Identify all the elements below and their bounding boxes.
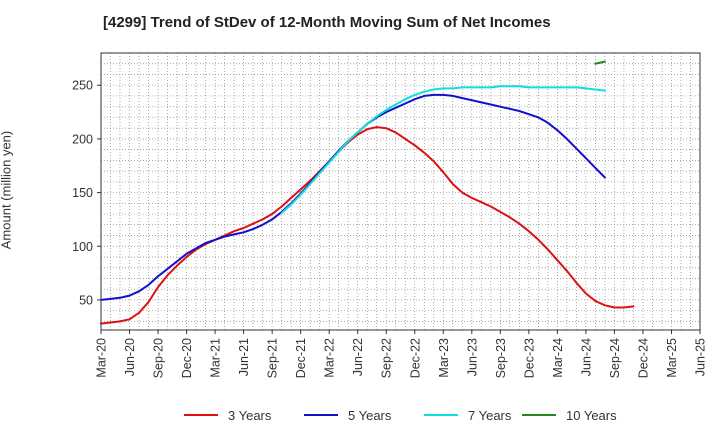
x-tick-label: Jun-23 bbox=[465, 338, 479, 376]
x-tick-label: Mar-22 bbox=[323, 338, 337, 378]
chart-title: [4299] Trend of StDev of 12-Month Moving… bbox=[103, 14, 551, 31]
y-tick-label: 50 bbox=[79, 293, 93, 307]
series-line-10-years bbox=[594, 60, 606, 65]
legend-swatch bbox=[424, 414, 458, 416]
legend-swatch bbox=[184, 414, 218, 416]
x-tick-label: Jun-21 bbox=[237, 338, 251, 376]
legend-label: 10 Years bbox=[566, 407, 617, 423]
x-tick-label: Jun-24 bbox=[579, 338, 593, 376]
plot-frame bbox=[100, 52, 701, 331]
legend-label: 7 Years bbox=[468, 407, 512, 423]
legend-item: 5 Years bbox=[304, 404, 391, 426]
x-tick-label: Dec-22 bbox=[408, 338, 422, 378]
series-lines bbox=[100, 60, 635, 325]
y-tick-label: 100 bbox=[72, 240, 93, 254]
legend-label: 5 Years bbox=[348, 407, 392, 423]
legend-swatch bbox=[304, 414, 338, 416]
x-tick-label: Sep-22 bbox=[380, 338, 394, 378]
x-tick-label: Mar-23 bbox=[437, 338, 451, 378]
x-tick-label: Mar-24 bbox=[551, 338, 565, 378]
x-tick-label: Sep-23 bbox=[494, 338, 508, 378]
x-tick-label: Dec-21 bbox=[294, 338, 308, 378]
x-tick-label: Sep-21 bbox=[266, 338, 280, 378]
x-tick-label: Jun-25 bbox=[694, 338, 708, 376]
x-tick-label: Sep-20 bbox=[152, 338, 166, 378]
legend-swatch bbox=[522, 414, 556, 416]
x-tick-label: Dec-20 bbox=[180, 338, 194, 378]
legend-item: 7 Years bbox=[424, 404, 511, 426]
series-line-3-years bbox=[100, 126, 635, 325]
series-line-7-years bbox=[280, 85, 606, 214]
y-tick-label: 150 bbox=[72, 186, 93, 200]
x-tick-label: Mar-20 bbox=[95, 338, 109, 378]
x-tick-label: Mar-21 bbox=[209, 338, 223, 378]
x-tick-label: Jun-20 bbox=[123, 338, 137, 376]
legend: 3 Years 5 Years 7 Years 10 Years bbox=[0, 404, 720, 426]
x-tick-labels: Mar-20 Jun-20 Sep-20 Dec-20 Mar-21 Jun-21 Sep-… bbox=[95, 330, 708, 378]
plot-border bbox=[100, 52, 701, 331]
legend-label: 3 Years bbox=[228, 407, 272, 423]
grid-lines bbox=[101, 53, 700, 330]
series-line-5-years bbox=[100, 93, 606, 301]
x-tick-label: Dec-24 bbox=[636, 338, 650, 378]
legend-item: 3 Years bbox=[184, 404, 271, 426]
x-tick-label: Jun-22 bbox=[351, 338, 365, 376]
legend-item: 10 Years bbox=[522, 404, 617, 426]
x-tick-label: Dec-23 bbox=[522, 338, 536, 378]
y-tick-labels: 50 100 150 200 250 bbox=[72, 79, 101, 307]
x-tick-label: Mar-25 bbox=[665, 338, 679, 378]
x-tick-label: Sep-24 bbox=[608, 338, 622, 378]
y-tick-label: 200 bbox=[72, 132, 93, 146]
y-tick-label: 250 bbox=[72, 79, 93, 93]
